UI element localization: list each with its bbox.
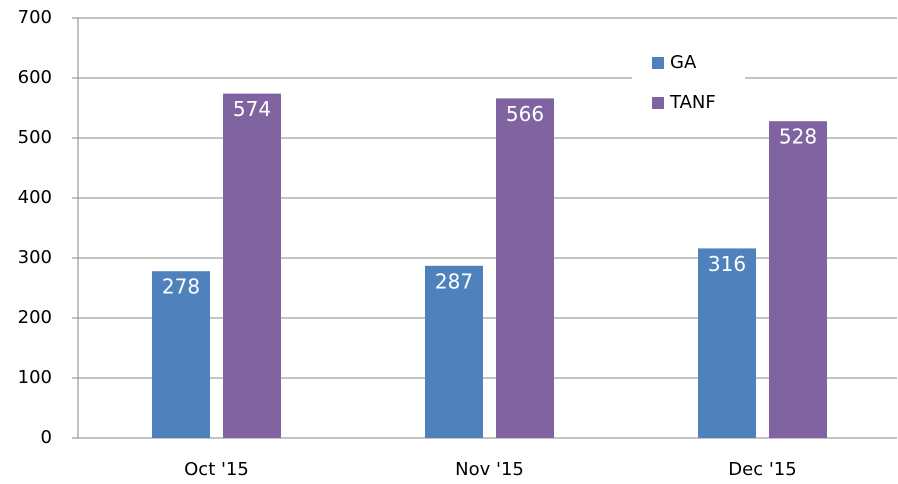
y-tick-label: 400	[18, 187, 52, 208]
x-tick-label: Oct '15	[184, 459, 249, 480]
bar	[698, 248, 756, 438]
data-label: 574	[233, 97, 271, 121]
data-label: 566	[506, 102, 544, 126]
y-tick-label: 200	[18, 307, 52, 328]
data-label: 316	[708, 252, 746, 276]
y-tick-label: 500	[18, 127, 52, 148]
legend-label: GA	[670, 52, 697, 73]
legend-swatch	[652, 57, 664, 69]
y-tick-label: 100	[18, 367, 52, 388]
bar	[223, 93, 281, 438]
x-tick-label: Dec '15	[728, 459, 796, 480]
bar	[769, 121, 827, 438]
y-tick-label: 0	[41, 427, 52, 448]
y-tick-label: 700	[18, 7, 52, 28]
bar	[496, 98, 554, 439]
legend-swatch	[652, 97, 664, 109]
data-label: 528	[779, 125, 817, 149]
bar	[425, 265, 483, 438]
legend-label: TANF	[669, 92, 716, 113]
data-label: 287	[435, 269, 473, 293]
data-label: 278	[162, 275, 200, 299]
bar	[152, 271, 210, 438]
x-tick-label: Nov '15	[455, 459, 524, 480]
legend-box	[632, 45, 745, 135]
y-tick-label: 300	[18, 247, 52, 268]
y-tick-label: 600	[18, 67, 52, 88]
